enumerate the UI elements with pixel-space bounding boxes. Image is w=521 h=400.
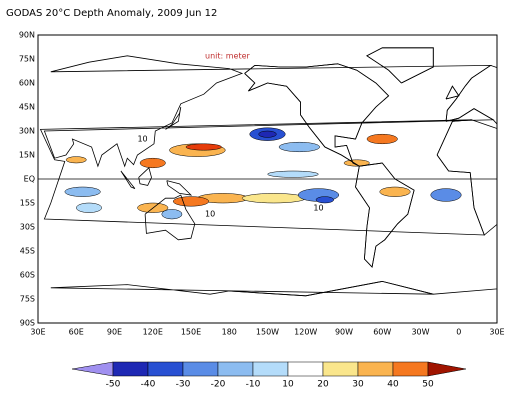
lon-label: 60W	[373, 328, 391, 337]
contour-label: 10	[205, 210, 215, 219]
lat-label: 30S	[20, 223, 35, 232]
anomaly-patch	[343, 159, 370, 167]
coastline	[166, 180, 193, 196]
colorbar-box	[217, 361, 254, 377]
coastline	[229, 280, 497, 297]
anomaly-patch	[139, 157, 166, 169]
unit-label: unit: meter	[205, 52, 251, 61]
map-title: GODAS 20°C Depth Anomaly, 2009 Jun 12	[6, 8, 217, 19]
contour-label: 10	[137, 135, 147, 144]
lon-label: 60E	[69, 328, 84, 337]
anomaly-patch	[161, 209, 183, 220]
lon-label: 90W	[335, 328, 353, 337]
anomaly-patch	[241, 193, 306, 204]
lat-label: EQ	[24, 175, 35, 184]
anomaly-patch	[64, 186, 101, 197]
colorbar-label: 20	[317, 380, 329, 390]
colorbar-label: 30	[352, 380, 364, 390]
lon-label: 180	[222, 328, 237, 337]
coastline	[244, 63, 390, 167]
lat-label: 90N	[19, 31, 35, 40]
colorbar-triangle	[71, 361, 114, 377]
colorbar-label: -50	[106, 380, 121, 390]
lon-label: 30W	[411, 328, 429, 337]
lon-label: 30E	[489, 328, 504, 337]
lon-label: 150W	[256, 328, 279, 337]
anomaly-patch	[278, 141, 320, 153]
lat-label: 60N	[19, 79, 35, 88]
lat-label: 45N	[19, 103, 35, 112]
lon-label: 0	[456, 328, 461, 337]
coastline	[43, 55, 495, 168]
anomaly-patch	[379, 186, 411, 197]
anomaly-patch	[315, 196, 335, 204]
colorbar-label: -40	[141, 380, 156, 390]
colorbar-label: 40	[387, 380, 399, 390]
lon-label: 150E	[181, 328, 201, 337]
colorbar-triangle	[427, 361, 467, 377]
coastline	[138, 167, 152, 186]
anomaly-patch	[185, 143, 222, 151]
lon-label: 120W	[294, 328, 317, 337]
anomaly-patch	[172, 196, 210, 207]
colorbar-label: 10	[282, 380, 294, 390]
anomaly-patch	[430, 188, 462, 202]
anomaly-patch	[267, 170, 319, 178]
coastline	[355, 162, 415, 268]
anomaly-patch	[366, 133, 398, 145]
coastline	[436, 119, 497, 236]
lon-label: 90E	[107, 328, 122, 337]
lat-label: 90S	[20, 319, 35, 328]
lat-label: 15N	[19, 151, 35, 160]
coastline	[445, 85, 460, 100]
colorbar-box	[392, 361, 429, 377]
colorbar-box	[147, 361, 184, 377]
coastlines	[39, 47, 497, 297]
colorbar-box	[182, 361, 219, 377]
anomaly-patch	[65, 156, 87, 164]
lat-label: 45S	[20, 247, 35, 256]
lat-label: 75N	[19, 55, 35, 64]
coastline	[366, 47, 434, 84]
colorbar-label: -20	[211, 380, 226, 390]
contour-label: 10	[313, 203, 323, 212]
lat-label: 15S	[20, 199, 35, 208]
colorbar-label: -30	[176, 380, 191, 390]
colorbar-box	[322, 361, 359, 377]
colorbar-box	[252, 361, 289, 377]
lat-label: 75S	[20, 295, 35, 304]
colorbar-box	[287, 361, 324, 377]
lon-label: 30E	[30, 328, 45, 337]
colorbar-label: -10	[246, 380, 261, 390]
colorbar-label: 50	[422, 380, 434, 390]
lon-label: 120E	[143, 328, 163, 337]
colorbar-box	[112, 361, 149, 377]
coastline	[144, 194, 196, 241]
lat-label: 60S	[20, 271, 35, 280]
anomaly-patch	[258, 130, 277, 138]
lat-label: 30N	[19, 127, 35, 136]
coastline	[165, 106, 182, 130]
anomaly-patch	[76, 202, 102, 213]
colorbar-box	[357, 361, 394, 377]
